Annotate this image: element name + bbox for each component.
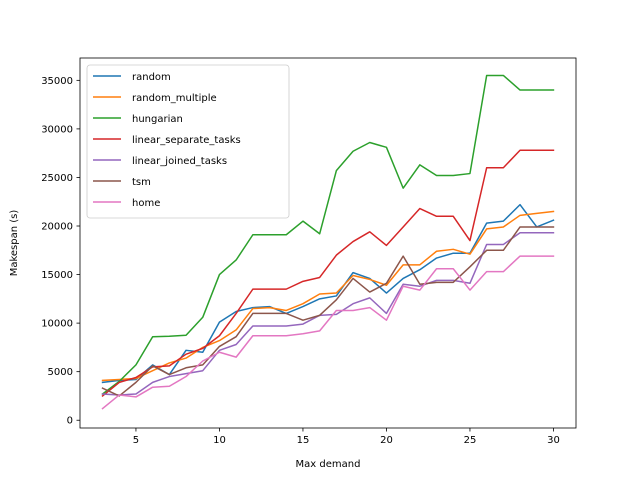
legend: random random_multiple hungarian linear_sep… — [86, 64, 290, 219]
y-tick-label: 35000 — [41, 76, 73, 87]
x-tick-label: 5 — [133, 435, 139, 446]
y-axis: 0 5000 10000 15000 20000 25000 30000 35000 — [41, 76, 80, 427]
series-line-hungarian — [101, 74, 555, 396]
x-tick-label: 30 — [547, 435, 560, 446]
x-tick-label: 10 — [213, 435, 226, 446]
legend-label-random: random — [132, 72, 171, 83]
series-line-linear-joined-tasks — [101, 232, 555, 396]
legend-label-home: home — [132, 198, 160, 209]
x-axis: 5 10 15 20 25 30 — [133, 428, 560, 446]
y-tick-label: 0 — [67, 416, 73, 427]
series-line-linear-separate-tasks — [101, 149, 555, 398]
y-tick-label: 25000 — [41, 173, 73, 184]
legend-label-tsm: tsm — [132, 177, 151, 188]
x-tick-label: 25 — [464, 435, 477, 446]
legend-label-linear-separate-tasks: linear_separate_tasks — [132, 135, 241, 146]
series-line-home — [101, 255, 555, 410]
y-tick-label: 15000 — [41, 270, 73, 281]
series-line-tsm — [101, 226, 555, 397]
x-tick-label: 20 — [380, 435, 393, 446]
series-layer — [101, 74, 555, 410]
y-tick-label: 20000 — [41, 222, 73, 233]
legend-label-linear-joined-tasks: linear_joined_tasks — [132, 156, 227, 167]
x-axis-label: Max demand — [296, 459, 361, 470]
legend-box — [86, 64, 290, 219]
x-tick-label: 15 — [297, 435, 310, 446]
y-tick-label: 5000 — [48, 367, 73, 378]
y-axis-label: Makespan (s) — [9, 210, 20, 277]
series-line-random — [101, 203, 555, 384]
legend-label-hungarian: hungarian — [132, 114, 183, 125]
y-tick-label: 30000 — [41, 124, 73, 135]
legend-label-random-multiple: random_multiple — [132, 93, 217, 104]
plot-frame — [79, 57, 577, 429]
y-tick-label: 10000 — [41, 319, 73, 330]
